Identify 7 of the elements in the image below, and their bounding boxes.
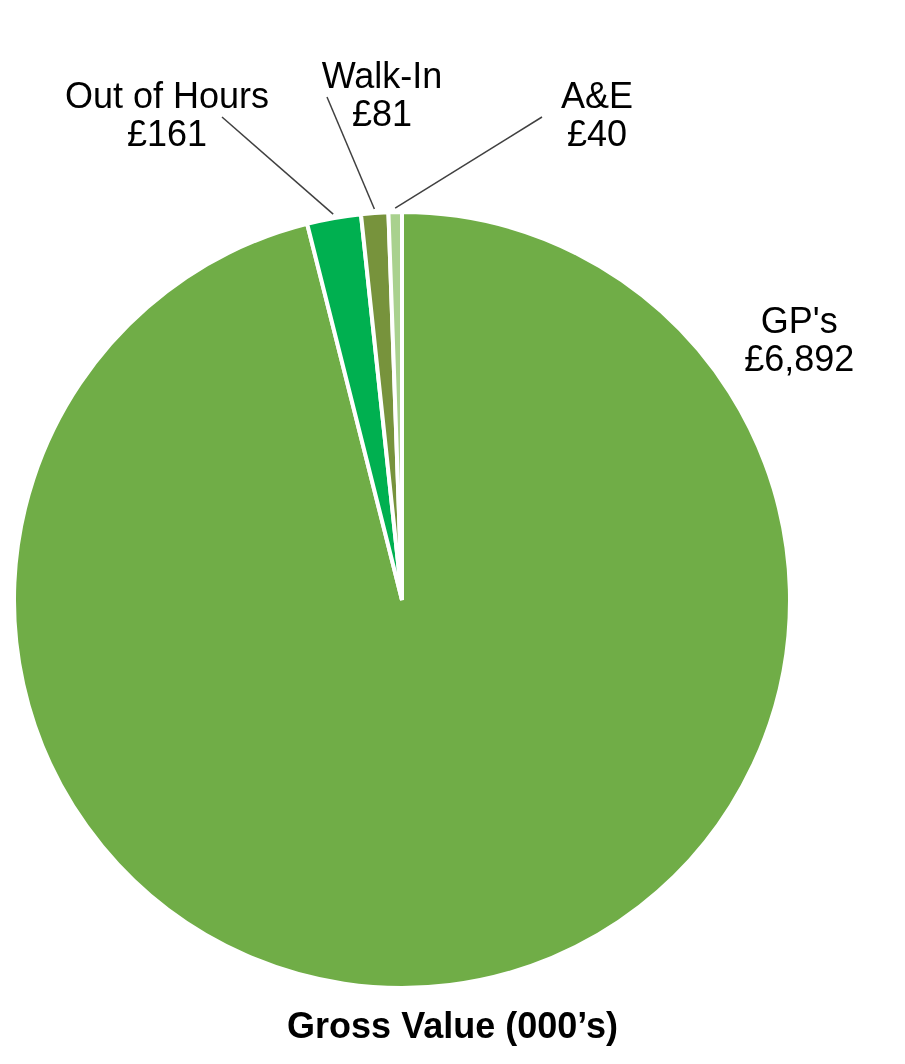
data-label: £161 xyxy=(126,113,208,154)
data-label: £81 xyxy=(351,93,413,134)
slice-label: Out of Hours xyxy=(64,75,270,116)
slice-label: A&E xyxy=(560,75,634,116)
data-label: £40 xyxy=(566,113,628,154)
text: Gross Value (000’s) xyxy=(287,1005,618,1046)
slice-label: Walk-In xyxy=(321,55,443,96)
